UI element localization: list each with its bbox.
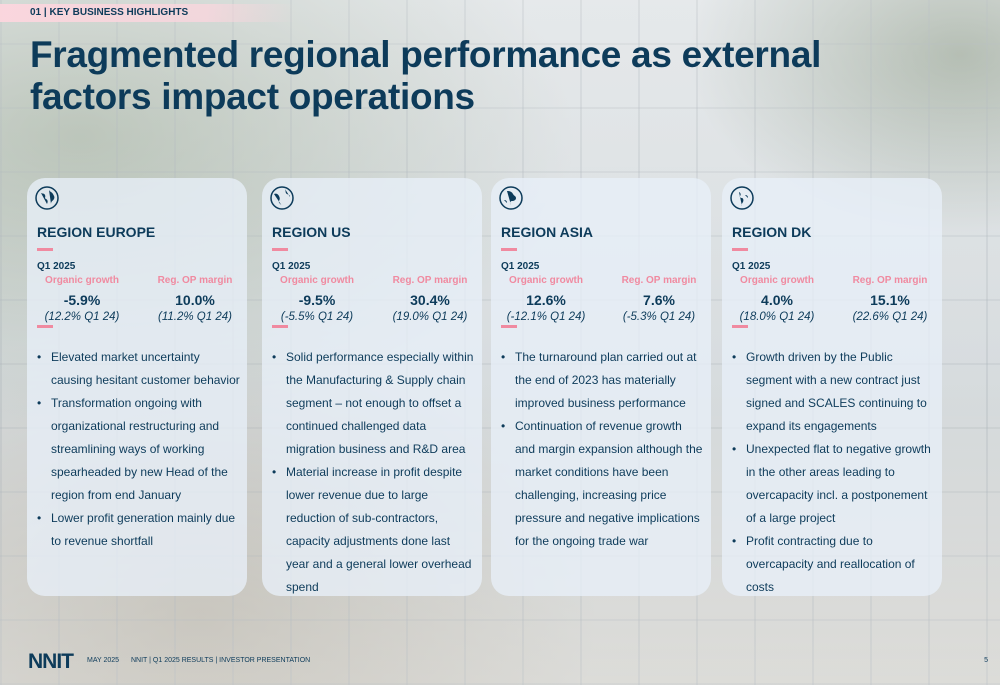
op-margin-metric: Reg. OP margin 15.1% (22.6% Q1 24): [840, 275, 940, 323]
region-name: REGION ASIA: [501, 224, 594, 240]
metric-compare: (11.2% Q1 24): [158, 311, 232, 323]
accent-bar: [732, 248, 748, 251]
region-name: REGION DK: [732, 224, 812, 240]
metric-value: 30.4%: [410, 292, 450, 308]
op-margin-metric: Reg. OP margin 7.6% (-5.3% Q1 24): [609, 275, 709, 323]
company-logo: NNIT: [28, 650, 74, 673]
footer-date: MAY 2025: [87, 657, 120, 664]
metric-label: Organic growth: [45, 275, 119, 286]
accent-bar: [501, 248, 517, 251]
period-label: Q1 2025: [272, 261, 311, 272]
organic-growth-metric: Organic growth 4.0% (18.0% Q1 24): [727, 275, 827, 323]
period-label: Q1 2025: [37, 261, 76, 272]
metric-value: 4.0%: [761, 292, 793, 308]
bullet-item: The turnaround plan carried out at the e…: [499, 346, 704, 415]
bullet-item: Lower profit generation mainly due to re…: [35, 507, 240, 553]
region-name: REGION US: [272, 224, 351, 240]
metric-value: 15.1%: [870, 292, 910, 308]
bullet-item: Elevated market uncertainty causing hesi…: [35, 346, 240, 392]
region-name: REGION EUROPE: [37, 224, 156, 240]
region-card-asia: REGION ASIA Q1 2025 Organic growth 12.6%…: [491, 178, 711, 596]
metric-label: Organic growth: [509, 275, 583, 286]
metric-value: -5.9%: [63, 292, 101, 308]
period-label: Q1 2025: [732, 261, 771, 272]
organic-growth-metric: Organic growth -5.9% (12.2% Q1 24): [32, 275, 132, 323]
metric-compare: (19.0% Q1 24): [392, 311, 468, 323]
accent-bar: [37, 325, 53, 328]
bullet-item: Material increase in profit despite lowe…: [270, 461, 475, 599]
region-card-dk: REGION DK Q1 2025 Organic growth 4.0% (1…: [722, 178, 942, 596]
metric-value: 12.6%: [526, 292, 566, 308]
op-margin-metric: Reg. OP margin 30.4% (19.0% Q1 24): [380, 275, 480, 323]
organic-growth-metric: Organic growth 12.6% (-12.1% Q1 24): [496, 275, 596, 323]
globe-icon: [270, 186, 294, 210]
metric-label: Organic growth: [740, 275, 814, 286]
metric-compare: (18.0% Q1 24): [739, 311, 815, 323]
bullet-item: Continuation of revenue growth and margi…: [499, 415, 704, 553]
metric-compare: (-12.1% Q1 24): [506, 311, 586, 323]
metric-label: Reg. OP margin: [157, 275, 233, 286]
accent-bar: [272, 248, 288, 251]
metric-value: -9.5%: [298, 292, 336, 308]
bullet-list: Solid performance especially within the …: [270, 346, 475, 599]
bullet-item: Growth driven by the Public segment with…: [730, 346, 935, 438]
bullet-item: Unexpected flat to negative growth in th…: [730, 438, 935, 530]
globe-icon: [730, 186, 754, 210]
period-label: Q1 2025: [501, 261, 540, 272]
metric-compare: (-5.3% Q1 24): [622, 311, 696, 323]
bullet-list: The turnaround plan carried out at the e…: [499, 346, 704, 553]
metric-label: Reg. OP margin: [621, 275, 697, 286]
metric-value: 7.6%: [643, 292, 675, 308]
accent-bar: [501, 325, 517, 328]
section-tag: 01 | KEY BUSINESS HIGHLIGHTS: [0, 4, 295, 22]
globe-icon: [35, 186, 59, 210]
metric-label: Reg. OP margin: [392, 275, 468, 286]
page-title: Fragmented regional performance as exter…: [30, 34, 822, 117]
metric-compare: (12.2% Q1 24): [44, 311, 120, 323]
metric-value: 10.0%: [175, 292, 215, 308]
metric-compare: (22.6% Q1 24): [852, 311, 928, 323]
organic-growth-metric: Organic growth -9.5% (-5.5% Q1 24): [267, 275, 367, 323]
region-card-europe: REGION EUROPE Q1 2025 Organic growth -5.…: [27, 178, 247, 596]
bullet-list: Growth driven by the Public segment with…: [730, 346, 935, 599]
page-number: 5: [984, 657, 988, 664]
op-margin-metric: Reg. OP margin 10.0% (11.2% Q1 24): [145, 275, 245, 323]
accent-bar: [37, 248, 53, 251]
metric-label: Organic growth: [280, 275, 354, 286]
globe-icon: [499, 186, 523, 210]
accent-bar: [272, 325, 288, 328]
bullet-item: Transformation ongoing with organization…: [35, 392, 240, 507]
bullet-item: Solid performance especially within the …: [270, 346, 475, 461]
metric-label: Reg. OP margin: [852, 275, 928, 286]
footer-title: NNIT | Q1 2025 RESULTS | INVESTOR PRESEN…: [131, 657, 311, 664]
metric-compare: (-5.5% Q1 24): [280, 311, 354, 323]
accent-bar: [732, 325, 748, 328]
bullet-item: Profit contracting due to overcapacity a…: [730, 530, 935, 599]
bullet-list: Elevated market uncertainty causing hesi…: [35, 346, 240, 553]
region-card-us: REGION US Q1 2025 Organic growth -9.5% (…: [262, 178, 482, 596]
